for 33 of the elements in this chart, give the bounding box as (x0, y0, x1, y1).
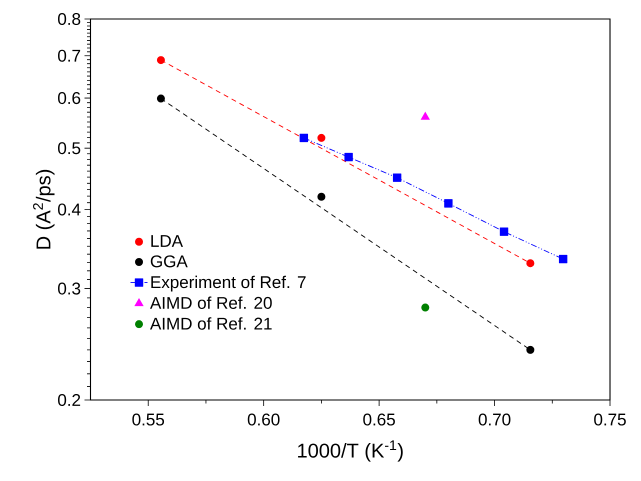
y-tick-label: 0.4 (58, 203, 80, 216)
legend-label: GGA (150, 255, 188, 268)
x-tick-label: 0.65 (363, 414, 395, 426)
point (344, 152, 353, 162)
legend-label: AIMD of Ref. 21 (150, 317, 272, 330)
point (392, 174, 402, 182)
y-tick-label: 0.7 (58, 50, 80, 62)
legend-label: LDA (151, 235, 183, 247)
point (317, 134, 326, 142)
point (421, 304, 430, 312)
x-tick-label: 0.70 (478, 414, 510, 426)
x-tick-label: 0.75 (594, 414, 626, 426)
y-axis-title: D (A$^{2}$/ps) (33, 170, 55, 249)
legend-label: AIMD of Ref. 20 (150, 296, 272, 309)
y-tick-label: 0.8 (58, 12, 80, 26)
point (156, 94, 165, 103)
point (317, 192, 326, 201)
point (526, 259, 534, 268)
point (500, 227, 508, 236)
x-axis-title: 1000/T (K$^{-1}$) (298, 440, 403, 462)
legend-label: Experiment of Ref. 7 (151, 276, 306, 292)
point (526, 346, 534, 354)
y-tick-label: 0.5 (58, 142, 80, 154)
x-tick-label: 0.60 (248, 414, 280, 426)
point (420, 112, 430, 120)
point (156, 56, 165, 64)
point (300, 134, 308, 142)
y-tick-label: 0.6 (58, 92, 80, 104)
y-tick-label: 0.3 (58, 282, 80, 295)
point (558, 254, 568, 264)
x-tick-label: 0.55 (132, 414, 164, 426)
y-tick-label: 0.2 (58, 394, 80, 406)
point (444, 199, 453, 208)
